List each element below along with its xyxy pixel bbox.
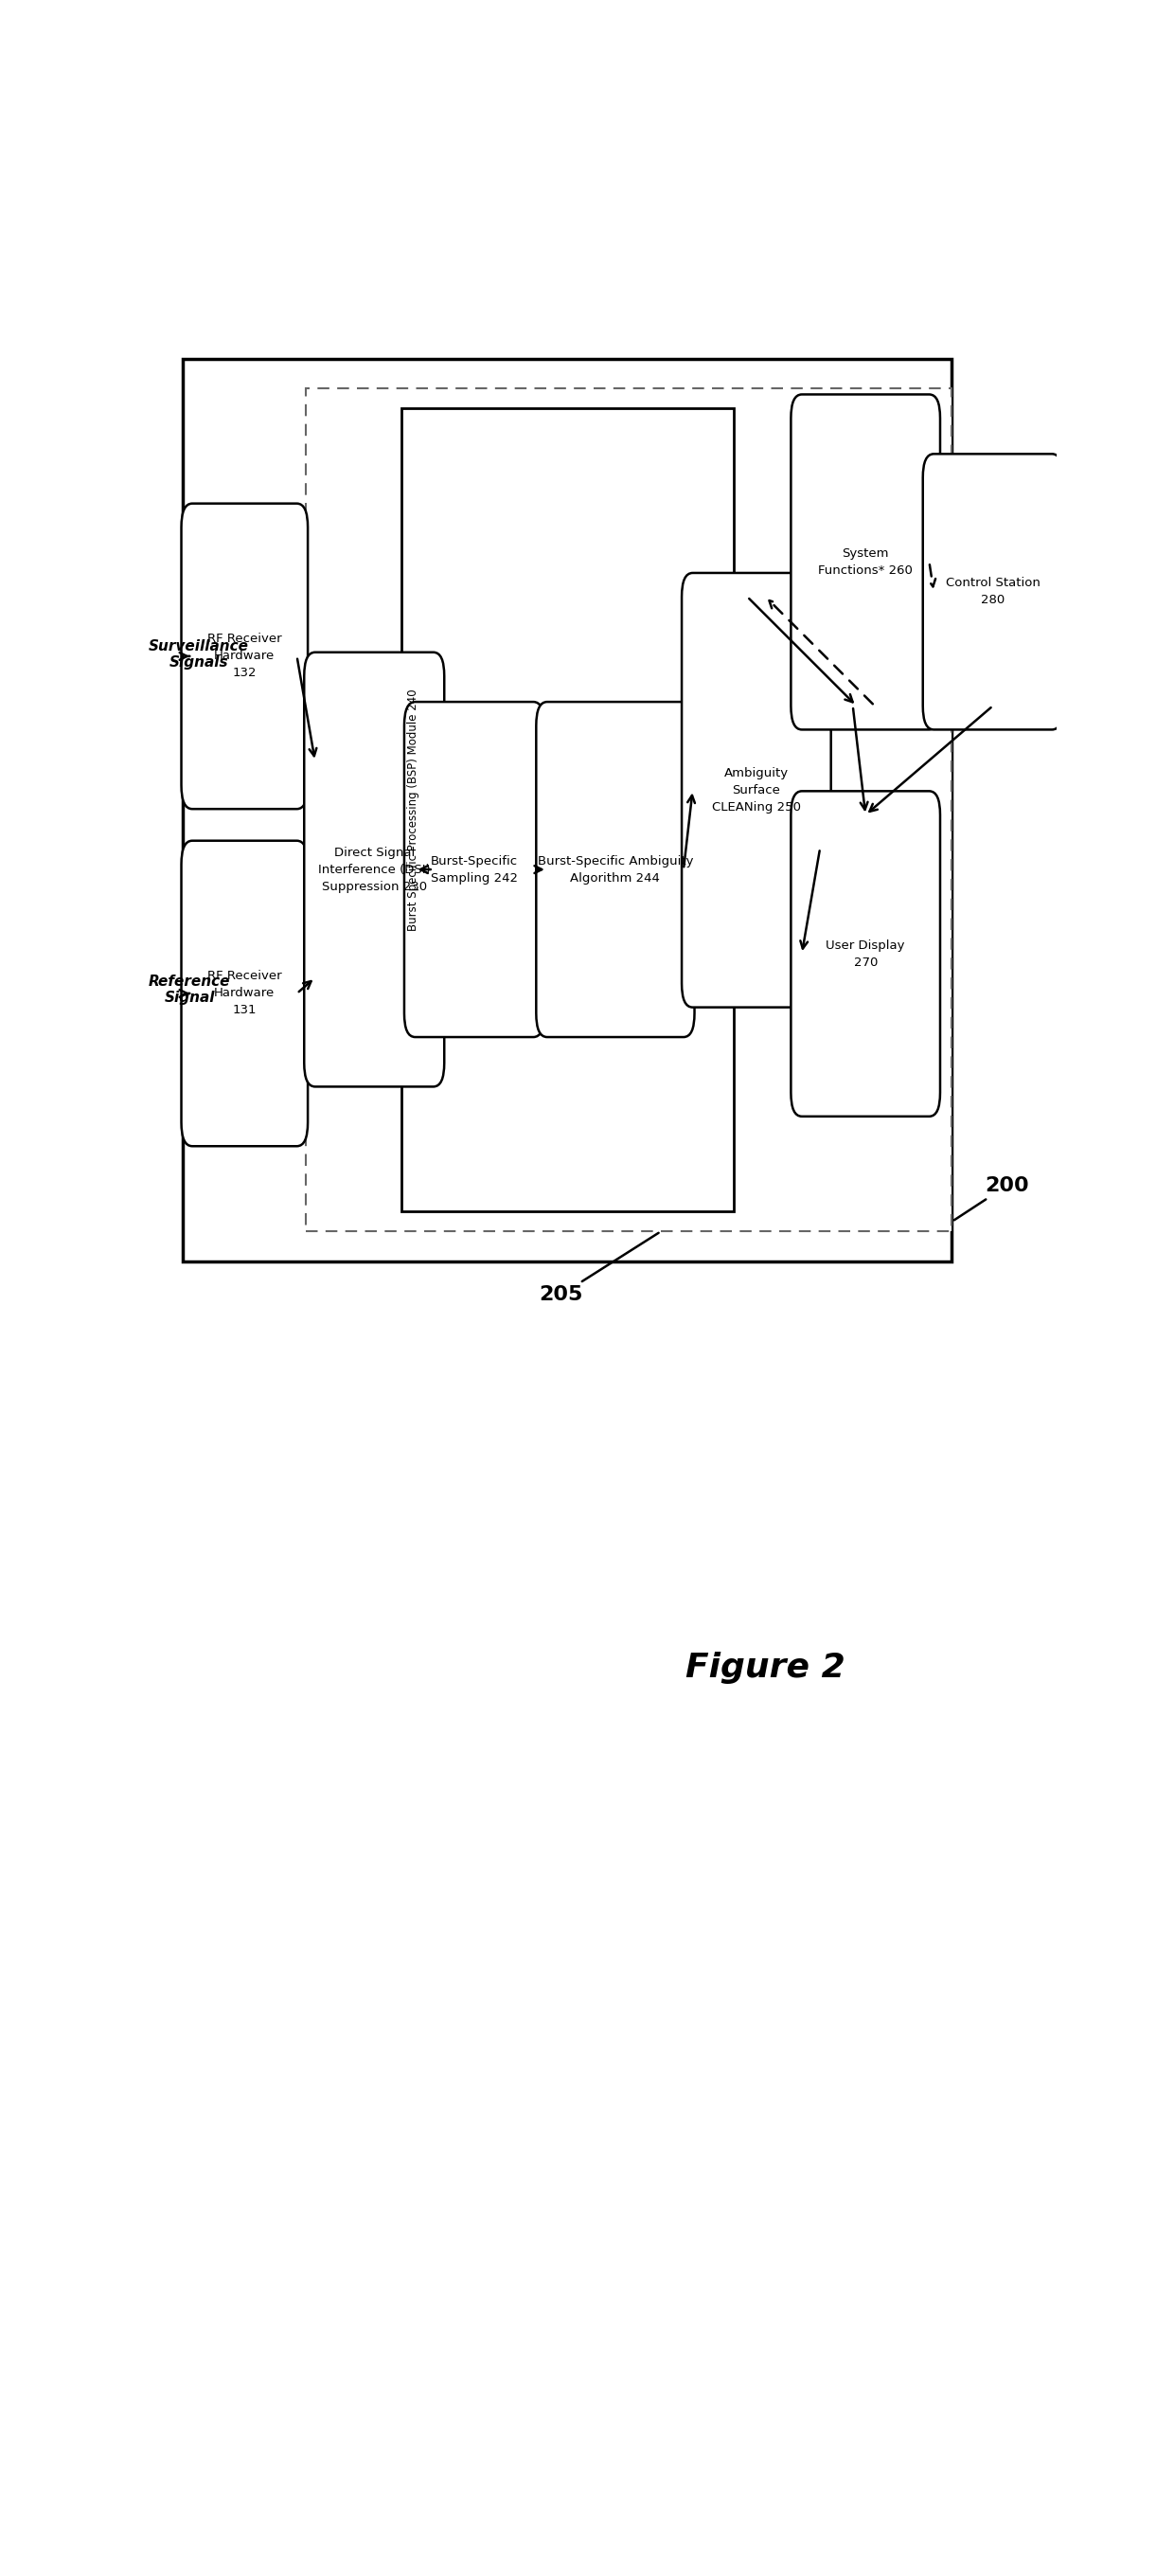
FancyBboxPatch shape [537,701,695,1038]
Text: Burst Specific Processing (BSP) Module 240: Burst Specific Processing (BSP) Module 2… [407,688,419,930]
Text: Burst-Specific
Sampling 242: Burst-Specific Sampling 242 [431,855,518,884]
FancyBboxPatch shape [304,652,444,1087]
Text: 200: 200 [954,1177,1028,1221]
FancyBboxPatch shape [181,502,308,809]
Text: User Display
270: User Display 270 [826,940,905,969]
Text: Burst-Specific Ambiguity
Algorithm 244: Burst-Specific Ambiguity Algorithm 244 [538,855,693,884]
Text: RF Receiver
Hardware
132: RF Receiver Hardware 132 [208,634,282,680]
Bar [402,407,734,1211]
FancyBboxPatch shape [791,791,940,1115]
Text: Control Station
280: Control Station 280 [945,577,1040,605]
FancyBboxPatch shape [682,572,831,1007]
Text: Reference
Signal: Reference Signal [149,974,230,1005]
Text: Ambiguity
Surface
CLEANing 250: Ambiguity Surface CLEANing 250 [711,768,801,814]
Text: RF Receiver
Hardware
131: RF Receiver Hardware 131 [208,971,282,1018]
FancyBboxPatch shape [404,701,545,1038]
FancyBboxPatch shape [181,840,308,1146]
Text: Direct Signal
Interference (DSI)
Suppression 230: Direct Signal Interference (DSI) Suppres… [318,848,431,894]
Text: System
Functions* 260: System Functions* 260 [818,546,913,577]
Bar [306,389,952,1231]
FancyBboxPatch shape [923,453,1062,729]
Text: Figure 2: Figure 2 [686,1651,845,1685]
Text: 205: 205 [539,1234,659,1303]
FancyBboxPatch shape [791,394,940,729]
Bar [183,358,952,1262]
Text: Surveillance
Signals: Surveillance Signals [149,639,249,670]
